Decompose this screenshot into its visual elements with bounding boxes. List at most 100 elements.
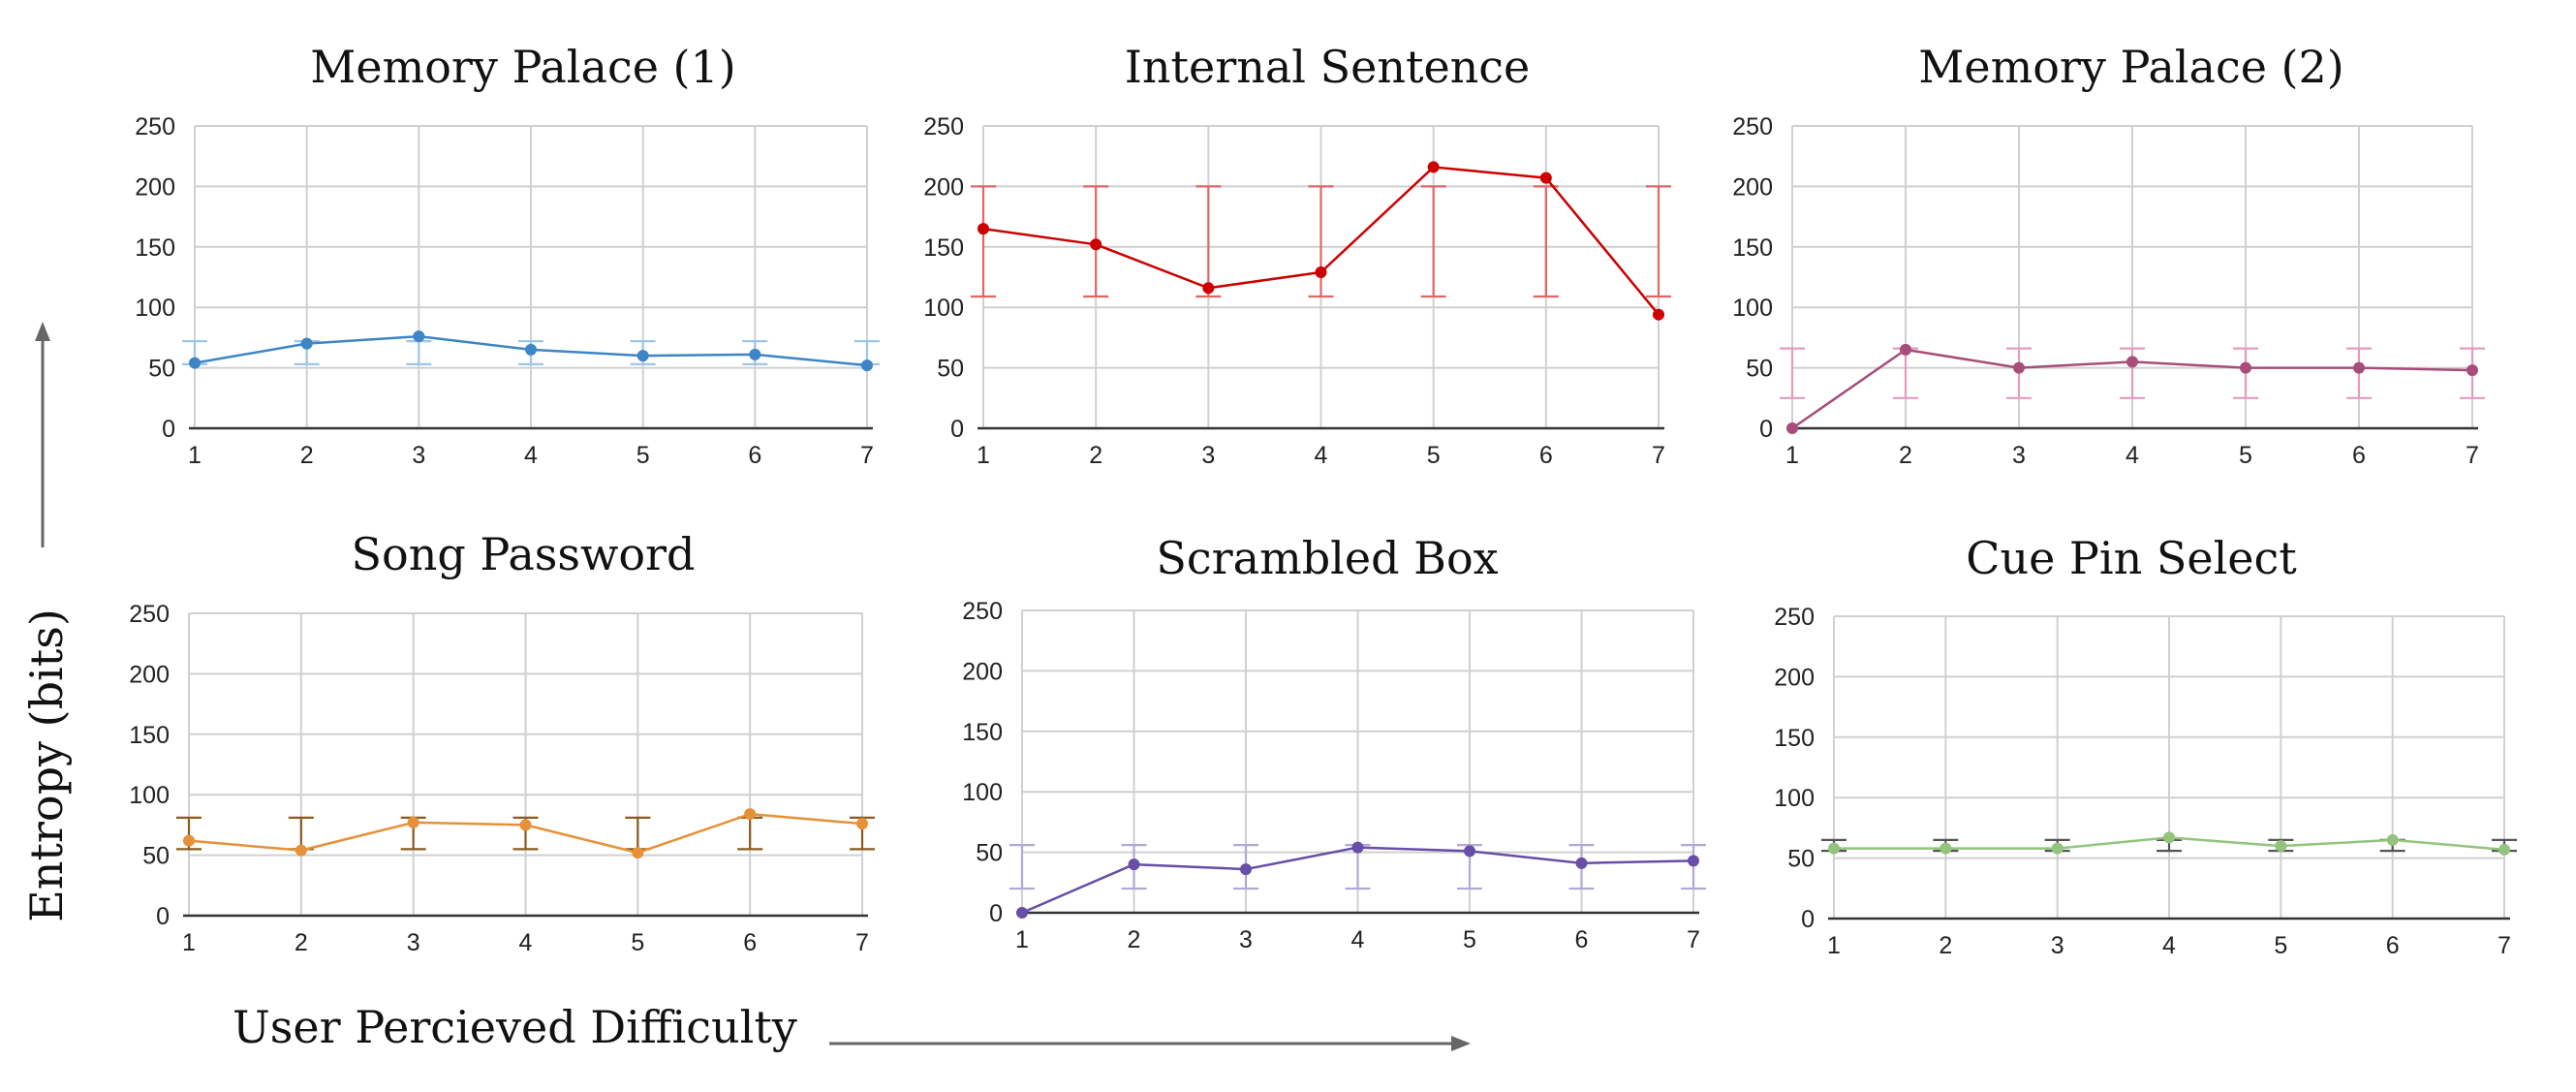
y-tick-label: 50 (976, 840, 1003, 867)
error-bar (625, 816, 651, 851)
chart-title: Memory Palace (2) (1918, 41, 2343, 93)
error-bar (2120, 347, 2145, 399)
x-tick-label: 7 (1687, 926, 1700, 953)
y-tick-label: 100 (962, 779, 1003, 806)
data-point (632, 847, 644, 859)
x-tick-label: 2 (1939, 932, 1952, 959)
x-tick-label: 3 (2012, 442, 2026, 469)
chart-panel: Memory Palace (1) 0 50 100 150 200 250 1 2 3 4 5 6 7 (135, 41, 880, 469)
x-tick-label: 4 (1351, 926, 1365, 953)
y-tick-label: 250 (135, 113, 175, 140)
x-tick-label: 7 (2498, 932, 2511, 959)
chart-title: Song Password (352, 528, 696, 580)
data-point (407, 816, 419, 828)
chart-panel: Song Password 0 50 100 150 200 250 1 2 3 4 5 6 7 (129, 528, 875, 956)
data-point (525, 343, 537, 356)
y-tick-label: 150 (129, 722, 170, 749)
data-point (413, 330, 425, 343)
y-tick-label: 200 (923, 173, 964, 201)
x-tick-label: 1 (1785, 442, 1799, 469)
x-tick-label: 4 (519, 929, 533, 956)
y-tick-label: 150 (135, 234, 175, 262)
data-point (1427, 161, 1440, 173)
y-tick-label: 250 (1774, 604, 1815, 631)
x-tick-label: 2 (1899, 442, 1912, 469)
x-tick-label: 1 (1015, 926, 1029, 953)
x-tick-label: 5 (631, 929, 644, 956)
data-point (1539, 172, 1552, 184)
error-bar (1533, 185, 1559, 298)
y-tick-label: 200 (135, 173, 175, 201)
y-tick-label: 200 (962, 658, 1003, 685)
x-tick-label: 1 (188, 442, 202, 469)
y-tick-label: 100 (1774, 785, 1815, 812)
data-point (861, 359, 873, 372)
x-tick-label: 6 (2386, 932, 2400, 959)
y-tick-label: 200 (1774, 664, 1815, 691)
y-axis-label: Entropy (bits) (20, 608, 73, 922)
error-bar (737, 816, 763, 851)
data-point (856, 818, 868, 830)
y-tick-label: 150 (1732, 234, 1773, 262)
error-bar (406, 340, 432, 365)
data-point (1315, 266, 1327, 279)
data-point (1090, 238, 1102, 251)
x-tick-label: 6 (748, 442, 761, 469)
data-point (519, 819, 532, 831)
error-bar (971, 185, 996, 298)
x-tick-label: 4 (524, 442, 538, 469)
y-tick-label: 200 (129, 661, 170, 688)
x-tick-label: 3 (1239, 926, 1253, 953)
chart-panel: Memory Palace (2) 0 50 100 150 200 250 1 2 3 4 5 6 7 (1732, 41, 2485, 469)
y-tick-label: 0 (156, 903, 170, 930)
data-point (2051, 842, 2064, 855)
x-tick-label: 1 (1827, 932, 1841, 959)
y-tick-label: 50 (148, 356, 175, 383)
data-point (2240, 361, 2251, 374)
chart-title: Memory Palace (1) (310, 41, 735, 93)
x-tick-label: 7 (855, 929, 869, 956)
y-tick-label: 50 (1746, 356, 1773, 383)
x-tick-label: 4 (1315, 442, 1328, 469)
y-tick-label: 150 (962, 719, 1003, 746)
error-bar (1681, 844, 1706, 890)
x-tick-label: 6 (1575, 926, 1589, 953)
y-tick-label: 250 (129, 601, 170, 628)
y-tick-label: 0 (1801, 906, 1815, 933)
x-tick-label: 5 (2239, 442, 2252, 469)
data-point (636, 350, 649, 362)
y-tick-label: 250 (1732, 113, 1773, 140)
y-tick-label: 50 (937, 356, 964, 383)
data-point (749, 348, 761, 360)
y-tick-label: 150 (923, 234, 964, 262)
x-tick-label: 7 (2466, 442, 2479, 469)
error-bar (1646, 185, 1671, 298)
error-bar (1420, 185, 1446, 298)
data-point (2275, 840, 2287, 853)
y-tick-label: 100 (135, 295, 175, 322)
chart-panel: Cue Pin Select 0 50 100 150 200 250 1 2 3 4 5 6 7 (1774, 532, 2517, 959)
x-axis-arrowhead (1451, 1036, 1471, 1051)
x-tick-label: 2 (295, 929, 308, 956)
x-tick-label: 5 (636, 442, 650, 469)
y-tick-label: 250 (923, 113, 964, 140)
data-point (1351, 841, 1364, 854)
x-tick-label: 5 (2274, 932, 2287, 959)
data-point (1128, 858, 1140, 871)
x-tick-label: 4 (2126, 442, 2139, 469)
x-tick-label: 7 (1652, 442, 1665, 469)
y-tick-label: 50 (1787, 846, 1815, 873)
data-point (1240, 863, 1252, 876)
data-point (2163, 831, 2175, 844)
x-tick-label: 4 (2162, 932, 2176, 959)
error-bar (288, 816, 314, 851)
data-point (1688, 855, 1699, 867)
y-tick-label: 100 (923, 295, 964, 322)
y-tick-label: 0 (989, 900, 1003, 927)
x-tick-label: 1 (977, 442, 990, 469)
data-point (2126, 356, 2138, 368)
chart-title: Cue Pin Select (1966, 532, 2297, 584)
data-point (2386, 833, 2399, 846)
y-tick-label: 150 (1774, 725, 1815, 752)
